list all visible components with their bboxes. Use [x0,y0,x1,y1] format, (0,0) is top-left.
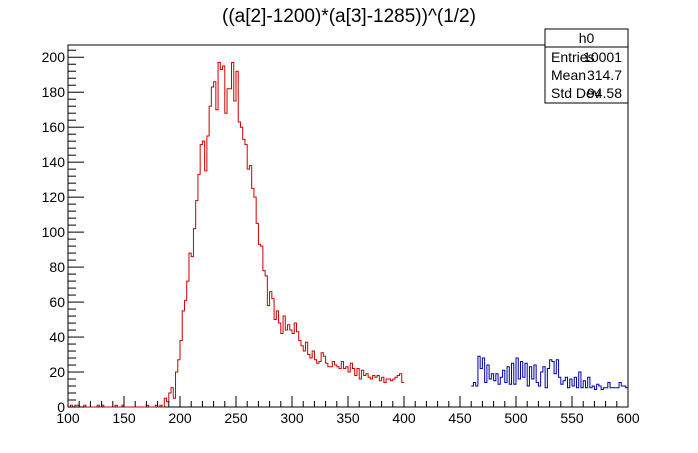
x-tick-label: 200 [168,410,192,426]
y-tick-label: 160 [42,119,66,135]
histogram-series [68,61,628,408]
stats-value-mean: 314.7 [587,67,622,83]
y-tick-label: 200 [42,49,66,65]
y-tick-label: 140 [42,154,66,170]
y-tick-label: 180 [42,84,66,100]
x-tick-label: 550 [560,410,584,426]
stats-value-entries: 10001 [583,49,622,65]
x-tick-label: 300 [280,410,304,426]
stats-label-stddev: Std Dev [551,85,601,101]
stats-label-entries: Entries [551,49,595,65]
x-tick-label: 350 [336,410,360,426]
x-tick-label: 150 [112,410,136,426]
x-tick-label: 400 [392,410,416,426]
x-tick-label: 500 [504,410,528,426]
series-1-line [471,355,628,391]
stats-value-stddev: 94.58 [587,85,622,101]
stats-box: h0 Entries 10001 Mean 314.7 Std Dev 94.5… [544,28,629,104]
chart-title: ((a[2]-1200)*(a[3]-1285))^(1/2) [222,6,476,27]
y-tick-label: 40 [49,329,65,345]
y-tick-label: 80 [49,259,65,275]
axes: 100 150 200 250 300 350 400 450 500 550 600 0 20 40 60… [42,49,640,426]
stats-box-frame [544,28,629,104]
y-tick-label: 60 [49,294,65,310]
y-tick-label: 0 [57,399,65,415]
stats-histogram-name: h0 [579,30,595,46]
y-tick-label: 120 [42,189,66,205]
x-tick-label: 600 [616,410,640,426]
y-tick-label: 20 [49,364,65,380]
stats-label-mean: Mean [551,67,586,83]
x-tick-label: 100 [56,410,80,426]
series-0-line [68,61,404,408]
x-tick-label: 250 [224,410,248,426]
x-tick-label: 450 [448,410,472,426]
y-tick-label: 100 [42,224,66,240]
